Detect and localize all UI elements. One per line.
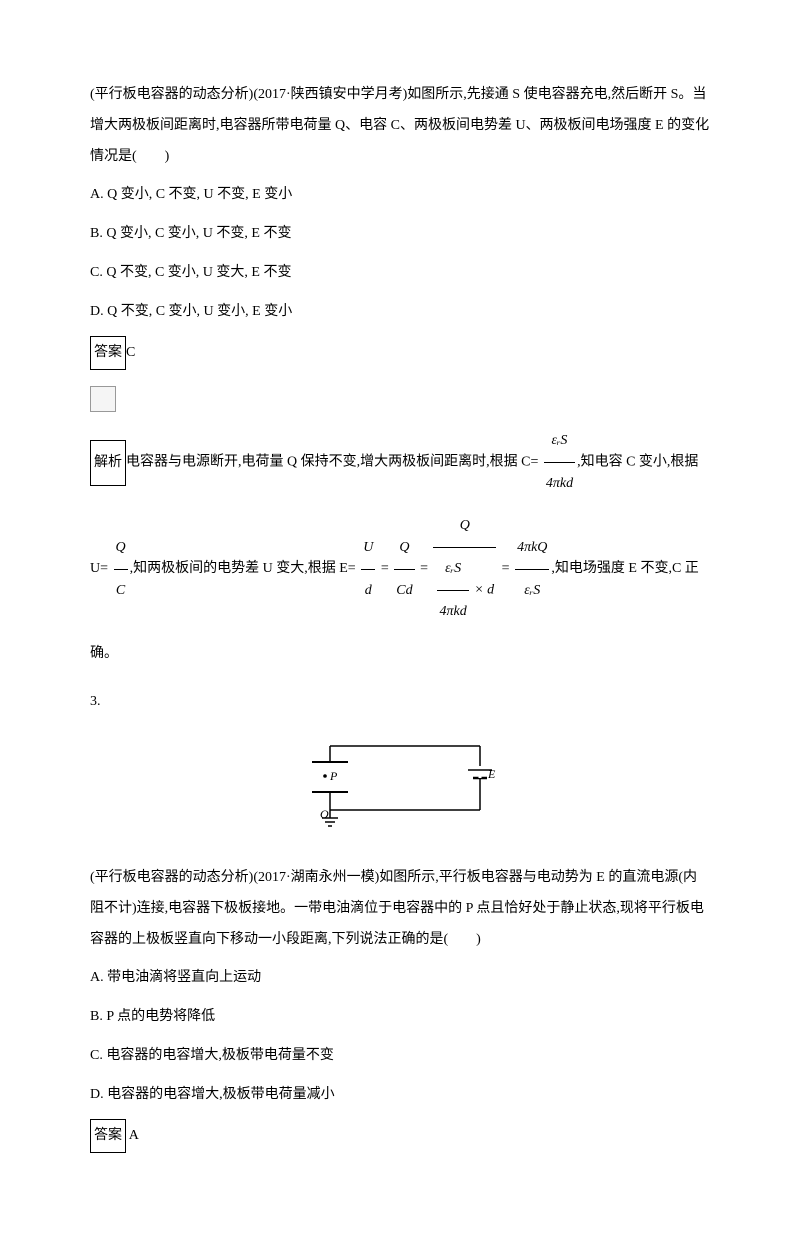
fe-p3mul: × d [471, 583, 494, 598]
formula-u: Q C [114, 527, 128, 612]
fe-p3dt: εᵣS [437, 548, 468, 591]
q3-number: 3. [90, 687, 710, 718]
q2-topic: (平行板电容器的动态分析)(2017·陕西镇安中学月考)如图所示,先接通 S 使… [90, 80, 710, 172]
analysis-icon [90, 386, 116, 412]
q3-opt-b: B. P 点的电势将降低 [90, 1002, 710, 1033]
q3-topic: (平行板电容器的动态分析)(2017·湖南永州一模)如图所示,平行板电容器与电动… [90, 863, 710, 955]
fe-p2n: Q [394, 527, 414, 570]
circuit-diagram: P E O [90, 734, 710, 847]
fe-p3d: εᵣS 4πkd × d [433, 548, 496, 633]
q3-answer-row: 答案 A [90, 1119, 710, 1154]
q3-answer-label: 答案 [90, 1119, 126, 1154]
analysis-label-box: 解析 [90, 440, 126, 486]
answer-label-box: 答案 [90, 336, 126, 371]
lbl-p: P [329, 769, 338, 783]
q2-analysis-mid2: ,知两极板间的电势差 U 变大,根据 E= [130, 562, 356, 577]
q3-opt-c: C. 电容器的电容增大,极板带电荷量不变 [90, 1041, 710, 1072]
formula-c-num: εᵣS [544, 420, 575, 463]
q3-opt-a: A. 带电油滴将竖直向上运动 [90, 963, 710, 994]
formula-u-den: C [114, 570, 128, 612]
circuit-svg: P E O [290, 734, 510, 834]
formula-c: εᵣS 4πkd [544, 420, 575, 505]
formula-e: U d = Q Cd = Q εᵣS 4πkd × d = 4πkQ εᵣS [359, 505, 551, 633]
q3-opt-d: D. 电容器的电容增大,极板带电荷量减小 [90, 1080, 710, 1111]
fe-p4d: εᵣS [515, 570, 549, 612]
formula-c-den: 4πkd [544, 463, 575, 505]
fe-p1n: U [361, 527, 375, 570]
q3-answer: A [126, 1128, 139, 1143]
q2-analysis-head: 电容器与电源断开,电荷量 Q 保持不变,增大两极板间距离时,根据 C= [126, 455, 538, 470]
q2-answer-row: 答案C [90, 336, 710, 371]
fe-p3n: Q [433, 505, 496, 548]
q2-analysis: 解析电容器与电源断开,电荷量 Q 保持不变,增大两极板间距离时,根据 C= εᵣ… [90, 378, 710, 675]
q2-opt-a: A. Q 变小, C 不变, U 不变, E 变小 [90, 180, 710, 211]
fe-p4n: 4πkQ [515, 527, 549, 570]
q2-opt-b: B. Q 变小, C 变小, U 不变, E 不变 [90, 219, 710, 250]
fe-p3db: 4πkd [437, 591, 468, 633]
q2-opt-d: D. Q 不变, C 变小, U 变小, E 变小 [90, 297, 710, 328]
lbl-o: O [320, 807, 329, 821]
fe-p2d: Cd [394, 570, 414, 612]
q2-opt-c: C. Q 不变, C 变小, U 变大, E 不变 [90, 258, 710, 289]
fe-p1d: d [361, 570, 375, 612]
q2-answer: C [126, 345, 135, 360]
lbl-e: E [487, 767, 496, 781]
formula-u-num: Q [114, 527, 128, 570]
